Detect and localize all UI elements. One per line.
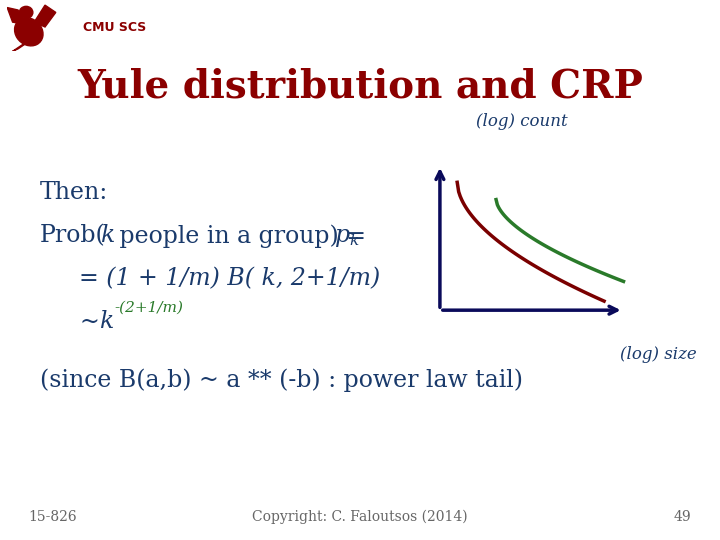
Text: -(2+1/m): -(2+1/m): [114, 301, 184, 315]
Polygon shape: [7, 8, 26, 25]
Text: (log) size: (log) size: [621, 346, 697, 362]
Text: (since B(a,b) ~ a ** (-b) : power law tail): (since B(a,b) ~ a ** (-b) : power law ta…: [40, 368, 523, 392]
Text: people in a group) =: people in a group) =: [112, 224, 373, 248]
Text: Copyright: C. Faloutsos (2014): Copyright: C. Faloutsos (2014): [252, 509, 468, 524]
Text: = (1 + 1/m) B( k, 2+1/m): = (1 + 1/m) B( k, 2+1/m): [79, 267, 380, 291]
Text: ~: ~: [79, 310, 99, 334]
Polygon shape: [34, 5, 56, 27]
Ellipse shape: [14, 18, 43, 46]
Text: CMU SCS: CMU SCS: [83, 21, 146, 33]
Text: p: p: [335, 224, 350, 247]
Text: (log) count: (log) count: [476, 113, 568, 130]
Text: 15-826: 15-826: [29, 510, 78, 524]
Text: k: k: [100, 224, 114, 247]
Text: Prob(: Prob(: [40, 224, 105, 247]
Text: Then:: Then:: [40, 181, 108, 204]
Text: 49: 49: [674, 510, 691, 524]
Ellipse shape: [19, 6, 33, 18]
Text: k: k: [99, 310, 113, 334]
Text: k: k: [349, 234, 359, 248]
Polygon shape: [13, 42, 29, 51]
Text: Yule distribution and CRP: Yule distribution and CRP: [77, 68, 643, 105]
